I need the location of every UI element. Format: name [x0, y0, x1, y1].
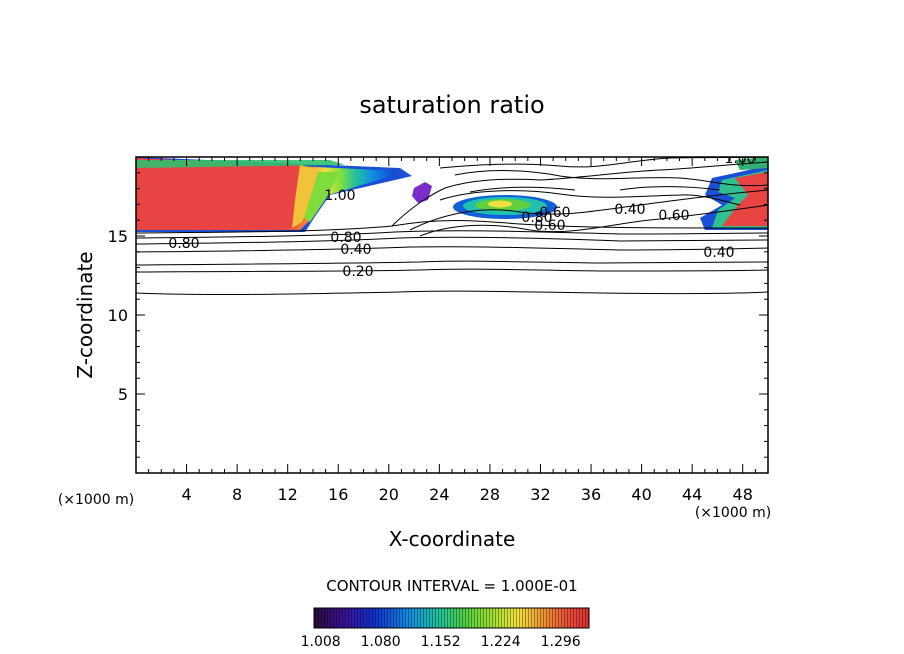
contour-interval-label: CONTOUR INTERVAL = 1.000E-01: [326, 577, 577, 595]
contour-label: 0.60: [539, 205, 570, 221]
y-tick-labels: 5 10 15: [108, 227, 128, 404]
x-tick-label: 24: [429, 485, 449, 504]
y-tick-label: 15: [108, 227, 128, 246]
x-tick-label: 8: [232, 485, 242, 504]
contour-label: 0.40: [340, 242, 371, 258]
x-axis-label: X-coordinate: [389, 527, 516, 551]
y-tick-label: 10: [108, 306, 128, 325]
x-tick-label: 28: [480, 485, 500, 504]
x-tick-label: 12: [278, 485, 298, 504]
x-unit-label-left: (×1000 m): [58, 492, 134, 508]
x-tick-labels: 4 8 12 16 20 24 28 32 36 40 44 48: [181, 485, 752, 504]
y-tick-label: 5: [118, 385, 128, 404]
x-tick-label: 40: [631, 485, 651, 504]
colorbar-label: 1.296: [541, 634, 581, 650]
contour-label: 0.40: [614, 202, 645, 218]
x-tick-label: 44: [682, 485, 702, 504]
axis-ticks: [136, 157, 768, 473]
x-tick-label: 20: [379, 485, 399, 504]
contour-label: 0.60: [534, 218, 565, 234]
plot-area: 1.00 1.00 0.80 0.80 0.60 0.40 0.20 0.60 …: [136, 151, 768, 296]
chart-title: saturation ratio: [359, 91, 544, 119]
x-unit-label-right: (×1000 m): [695, 505, 771, 521]
contour-label: 0.80: [168, 236, 199, 252]
contour-label: 0.40: [703, 245, 734, 261]
colorbar: [313, 607, 590, 629]
central-cloud-region: [453, 195, 557, 219]
colorbar-labels: 1.008 1.080 1.152 1.224 1.296: [301, 634, 581, 650]
x-tick-label: 16: [328, 485, 348, 504]
colorbar-label: 1.152: [421, 634, 461, 650]
colorbar-label: 1.008: [301, 634, 341, 650]
x-tick-label: 36: [581, 485, 601, 504]
contour-label: 0.80: [521, 210, 552, 226]
x-tick-label: 32: [530, 485, 550, 504]
contour-label: 0.60: [658, 208, 689, 224]
contour-label: 0.80: [330, 230, 361, 246]
contour-label: 1.00: [724, 151, 755, 167]
y-axis-label: Z-coordinate: [73, 251, 97, 378]
x-tick-label: 4: [181, 485, 191, 504]
small-cloud-region: [412, 182, 432, 203]
colorbar-label: 1.224: [481, 634, 521, 650]
left-cloud-region: [136, 157, 412, 232]
x-tick-label: 48: [733, 485, 753, 504]
contour-label: 1.00: [324, 188, 355, 204]
contour-lines: [136, 157, 768, 296]
colorbar-label: 1.080: [361, 634, 401, 650]
contour-labels: 1.00 1.00 0.80 0.80 0.60 0.40 0.20 0.60 …: [168, 151, 755, 280]
contour-label: 0.20: [342, 264, 373, 280]
